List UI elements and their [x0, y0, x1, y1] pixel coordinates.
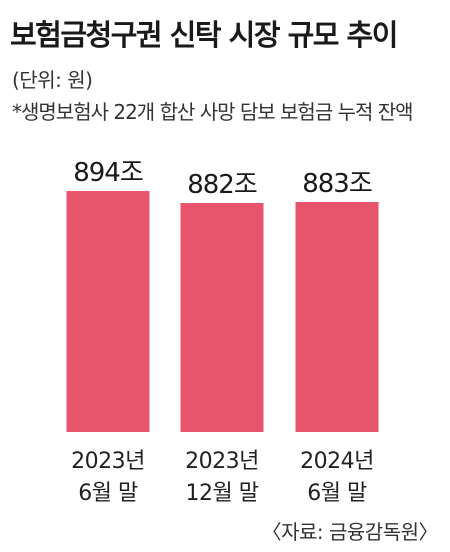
category-label-2-line-1: 6월 말	[307, 481, 367, 506]
category-label-1-line-0: 2023년	[185, 449, 259, 474]
bar-0	[66, 191, 150, 432]
source-note: 〈자료: 금융감독원〉	[261, 520, 439, 544]
footnote: *생명보험사 22개 합산 사망 담보 보험금 누적 잔액	[12, 100, 414, 124]
chart-title: 보험금청구권 신탁 시장 규모 추이	[10, 18, 398, 52]
value-label-1: 882조	[187, 170, 257, 200]
category-label-0-line-1: 6월 말	[78, 481, 138, 506]
unit-note: (단위: 원)	[12, 68, 93, 92]
category-label-2-line-0: 2024년	[300, 449, 374, 474]
value-label-2: 883조	[302, 169, 372, 199]
category-label-1-line-1: 12월 말	[186, 481, 259, 506]
value-label-0: 894조	[73, 158, 143, 188]
bar-1	[180, 203, 264, 432]
category-label-0-line-0: 2023년	[71, 449, 145, 474]
bar-2	[295, 202, 379, 432]
